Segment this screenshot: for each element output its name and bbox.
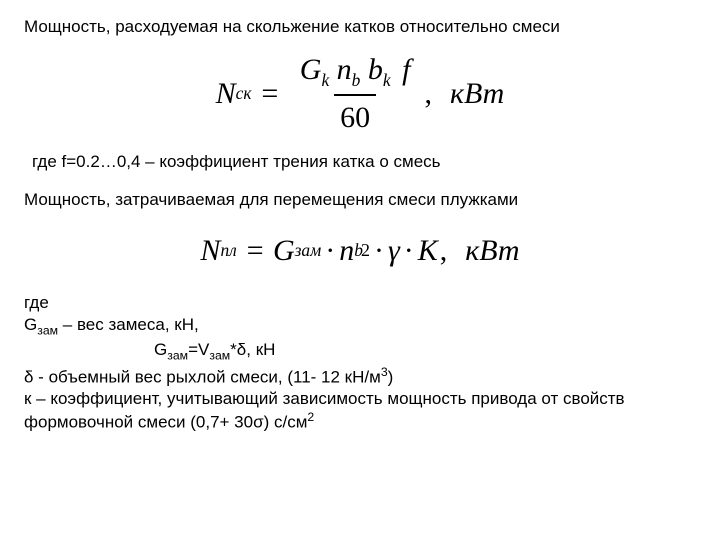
def-k-line2: формовочной смеси (0,7+ 30σ) с/см2 — [24, 410, 696, 434]
f2-t1-sub: зам — [295, 239, 322, 262]
def-where: где — [24, 292, 696, 314]
f1-lhs-sub: ск — [236, 82, 252, 105]
def-delta-sup: 3 — [381, 365, 388, 379]
paragraph-plough-power: Мощность, затрачиваемая для перемещения … — [24, 189, 696, 211]
f1-lhs-sym: N — [216, 74, 236, 113]
f2-lhs-sub: пл — [220, 239, 236, 262]
f1-num-t2: n — [337, 53, 352, 86]
def-g-sub: зам — [37, 323, 58, 337]
f1-num-t3-sub: k — [383, 70, 391, 90]
f2-t2-sym: n — [339, 231, 354, 270]
def-k-l2-sup: 2 — [307, 410, 314, 424]
f2-t1-sym: G — [273, 231, 295, 270]
def-delta-b: ) — [388, 367, 394, 386]
f2-t4-sym: К — [418, 231, 438, 270]
f1-numerator: Gk nb bk f — [294, 50, 417, 94]
f1-comma: , — [424, 74, 432, 113]
f2-dot1: · — [325, 231, 335, 270]
f2-lhs-sym: N — [200, 231, 220, 270]
f2-t3-sym: γ — [388, 231, 400, 270]
def-g-zam: Gзам – вес замеса, кН, — [24, 314, 696, 339]
paragraph-sliding-power: Мощность, расходуемая на скольжение катк… — [24, 16, 696, 38]
definitions-block: где Gзам – вес замеса, кН, Gзам=Vзам*δ, … — [24, 292, 696, 434]
def-gf-b: *δ, кН — [230, 340, 275, 359]
f1-num-t3: b — [368, 53, 383, 86]
f1-num-t1-sub: k — [321, 70, 329, 90]
f1-eq: = — [260, 74, 280, 113]
def-g-sym: G — [24, 315, 37, 334]
f1-num-t2-sub: b — [352, 70, 361, 90]
def-delta: δ - объемный вес рыхлой смеси, (11- 12 к… — [24, 365, 696, 389]
def-k-l2-a: формовочной смеси (0,7+ 30σ) с/см — [24, 413, 307, 432]
f2-unit: кВт — [465, 231, 519, 270]
def-delta-a: δ - объемный вес рыхлой смеси, (11- 12 к… — [24, 367, 381, 386]
def-g-text: – вес замеса, кН, — [58, 315, 199, 334]
def-gf-a: G — [154, 340, 167, 359]
f2-eq: = — [245, 231, 265, 270]
f1-num-t1: G — [300, 53, 322, 86]
page-root: Мощность, расходуемая на скольжение катк… — [0, 0, 720, 450]
def-g-formula: Gзам=Vзам*δ, кН — [154, 339, 696, 364]
paragraph-friction-coef: где f=0.2…0,4 – коэффициент трения катка… — [32, 151, 696, 173]
f2-dot3: · — [404, 231, 414, 270]
f1-fraction: Gk nb bk f 60 — [294, 50, 417, 137]
f1-num-t4: f — [402, 53, 410, 86]
def-gf-eq: =V — [188, 340, 209, 359]
def-gf-sub2: зам — [209, 349, 230, 363]
formula-n-sk: Nск = Gk nb bk f 60 , кВт — [24, 50, 696, 137]
f1-unit: кВт — [450, 74, 504, 113]
f2-comma: , — [440, 231, 448, 270]
f2-dot2: · — [374, 231, 384, 270]
f1-denominator: 60 — [334, 94, 376, 137]
formula-n-pl: Nпл = Gзам · nb2 · γ · К , кВт — [24, 231, 696, 270]
def-k-line1: к – коэффициент, учитывающий зависимость… — [24, 388, 696, 410]
def-gf-sub1: зам — [167, 349, 188, 363]
f2-t2-sup: 2 — [361, 239, 370, 262]
